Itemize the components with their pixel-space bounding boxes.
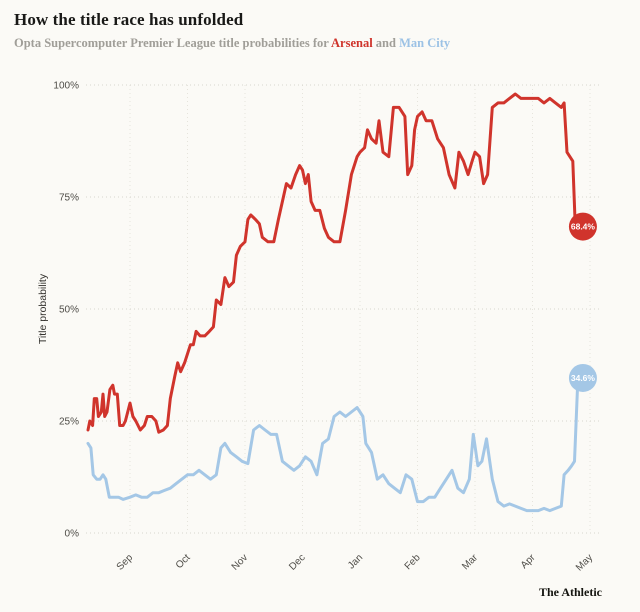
series-line-arsenal xyxy=(86,92,580,434)
mancity-label: Man City xyxy=(399,36,451,50)
page-title: How the title race has unfolded xyxy=(14,10,244,29)
x-tick-label: Nov xyxy=(230,552,250,572)
x-tick-label: Oct xyxy=(174,552,193,571)
x-tick-label: Dec xyxy=(287,552,307,572)
arsenal-label: Arsenal xyxy=(331,36,373,50)
x-tick-label: Apr xyxy=(519,552,538,571)
end-badge-arsenal xyxy=(568,212,597,241)
y-tick-label: 100% xyxy=(53,81,79,92)
x-tick-label: Feb xyxy=(403,552,423,572)
subtitle-prefix: Opta Supercomputer Premier League title … xyxy=(14,36,331,50)
subtitle-and: and xyxy=(372,36,400,50)
x-tick-label: Sep xyxy=(115,552,136,573)
x-tick-label: May xyxy=(574,552,595,573)
end-badge-label: 34.6% xyxy=(571,373,596,383)
end-badge-man-city xyxy=(568,363,597,392)
y-axis-label: Title probability xyxy=(37,273,49,344)
chart-header: How the title race has unfolded Opta Sup… xyxy=(14,10,626,51)
series-line-man-city xyxy=(86,376,580,513)
y-tick-label: 0% xyxy=(65,529,80,540)
end-badge-label: 68.4% xyxy=(571,222,596,232)
y-tick-label: 25% xyxy=(59,417,79,428)
credit-the-athletic: The Athletic xyxy=(539,585,602,599)
y-tick-label: 50% xyxy=(59,305,79,316)
y-tick-label: 75% xyxy=(59,193,79,204)
x-tick-label: Jan xyxy=(346,552,365,571)
chart-subtitle: Opta Supercomputer Premier League title … xyxy=(14,36,626,51)
x-tick-label: Mar xyxy=(460,552,480,572)
